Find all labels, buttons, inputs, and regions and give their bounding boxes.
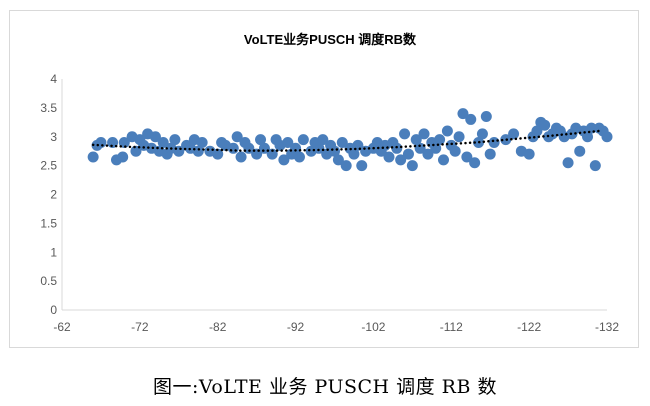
data-point [402,148,414,160]
data-point [465,113,477,125]
data-point [461,151,473,163]
y-tick-label: 4 [50,72,57,86]
data-point [589,160,601,172]
data-point [441,125,453,137]
data-point [117,151,129,163]
data-point [410,134,422,146]
x-tick-label: -82 [209,320,227,334]
x-tick-label: -102 [361,320,385,334]
trendline [91,129,601,152]
chart-title: VoLTE业务PUSCH 调度RB数 [244,32,417,47]
chart-frame [9,10,639,348]
x-tick-labels: -62 -72 -82 -92 -102 -112 -122 -132 [53,320,619,334]
scatter-points [87,108,613,172]
data-point [340,160,352,172]
data-point [434,134,446,146]
data-point [574,145,586,157]
y-tick-label: 0.5 [40,274,57,288]
data-point [266,148,278,160]
data-point [149,131,161,143]
data-point [130,145,142,157]
data-point [282,137,294,149]
x-tick-label: -112 [440,320,463,334]
data-point [297,134,309,146]
data-point [169,134,181,146]
data-point [484,148,496,160]
data-point [332,154,344,166]
data-point [601,131,613,143]
data-point [582,131,594,143]
data-point [87,151,99,163]
data-point [336,137,348,149]
data-point [438,154,449,166]
data-point [95,137,107,149]
y-tick-label: 1.5 [40,216,57,230]
data-point [395,154,407,166]
data-point [399,128,411,140]
trendline-group [91,129,601,152]
data-point [449,145,461,157]
data-point [227,142,239,154]
y-tick-label: 1 [50,245,57,259]
data-point [118,137,130,149]
x-tick-label: -132 [595,320,619,334]
data-point [348,148,360,160]
data-point [383,151,395,163]
data-point [539,119,551,131]
data-point [157,137,169,149]
data-point [212,148,224,160]
data-point [457,108,469,120]
data-point [422,148,434,160]
data-point [469,157,481,169]
data-point [317,134,329,146]
data-point [480,111,492,123]
data-point [196,137,208,149]
y-tick-label: 2.5 [40,159,57,173]
data-point [235,151,247,163]
data-point [562,157,574,169]
y-tick-label: 0 [50,303,57,317]
data-point [278,154,290,166]
data-point [508,128,520,140]
data-point [523,148,535,160]
data-point [531,125,543,137]
y-tick-label: 2 [50,188,57,202]
x-tick-label: -72 [131,320,149,334]
figure-caption: 图一:VoLTE 业务 PUSCH 调度 RB 数 [153,376,497,398]
data-point [293,151,305,163]
x-tick-label: -62 [53,320,71,334]
x-tick-label: -92 [287,320,305,334]
y-tick-labels: 0 0.5 1 1.5 2 2.5 3 3.5 4 [40,72,57,317]
data-point [406,160,418,172]
data-point [243,142,255,154]
data-point [313,142,325,154]
data-point [290,142,302,154]
data-point [453,131,465,143]
data-point [476,128,488,140]
data-point [488,137,500,149]
data-point [255,134,267,146]
y-tick-label: 3.5 [40,101,57,115]
data-point [192,145,204,157]
data-point [356,160,368,172]
data-point [418,128,430,140]
y-tick-label: 3 [50,130,57,144]
x-tick-label: -122 [517,320,541,334]
data-point [231,131,243,143]
